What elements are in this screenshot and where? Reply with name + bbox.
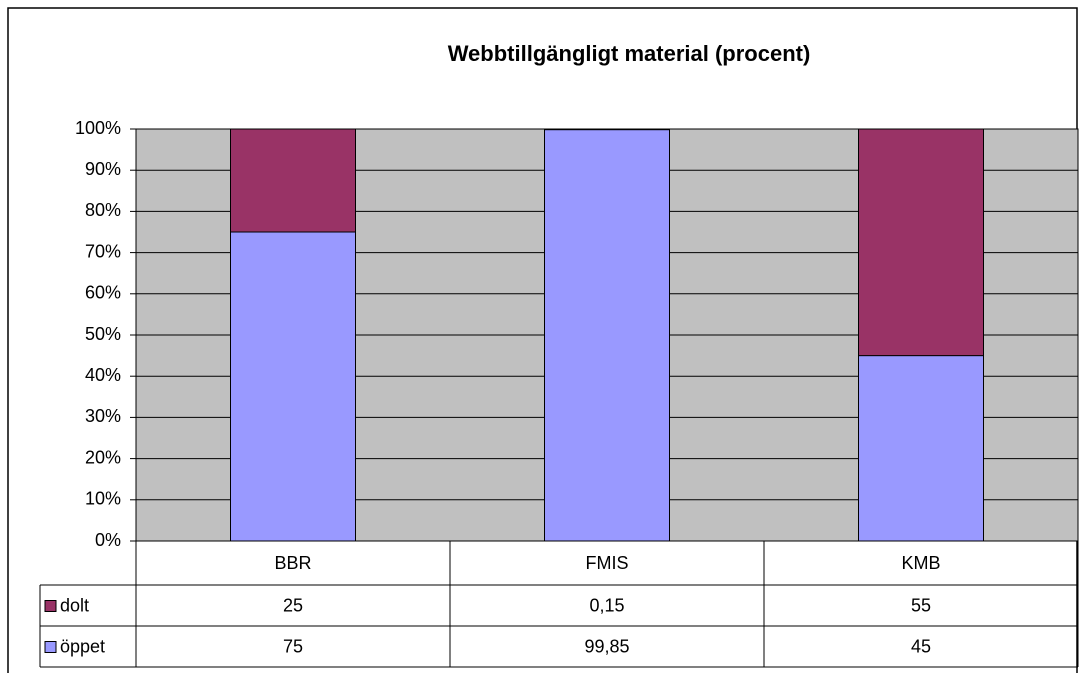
bar-segment: [544, 129, 670, 542]
table-value: 75: [283, 636, 303, 656]
y-tick-label: 50%: [85, 324, 121, 344]
y-tick-label: 10%: [85, 489, 121, 509]
legend-label: öppet: [60, 636, 105, 656]
y-tick-label: 30%: [85, 406, 121, 426]
y-tick-label: 0%: [95, 530, 121, 550]
y-tick-label: 80%: [85, 200, 121, 220]
y-tick-label: 60%: [85, 283, 121, 303]
bar-segment: [230, 128, 356, 233]
bar-segment: [544, 128, 670, 131]
legend-label: dolt: [60, 595, 89, 615]
bar-segment: [858, 128, 984, 357]
x-tick-label: FMIS: [586, 553, 629, 573]
table-value: 99,85: [584, 636, 629, 656]
y-tick-label: 70%: [85, 241, 121, 261]
bar-segment: [858, 355, 984, 542]
table-value: 45: [911, 636, 931, 656]
table-value: 55: [911, 595, 931, 615]
y-tick-label: 100%: [75, 118, 121, 138]
y-tick-label: 40%: [85, 365, 121, 385]
chart-title: Webbtillgängligt material (procent): [448, 41, 811, 66]
legend-swatch: [44, 600, 57, 612]
bar-segment: [230, 231, 356, 542]
y-tick-label: 90%: [85, 159, 121, 179]
table-value: 0,15: [589, 595, 624, 615]
legend-swatch: [44, 641, 57, 653]
y-tick-label: 20%: [85, 447, 121, 467]
x-tick-label: BBR: [274, 553, 311, 573]
x-tick-label: KMB: [901, 553, 940, 573]
table-value: 25: [283, 595, 303, 615]
